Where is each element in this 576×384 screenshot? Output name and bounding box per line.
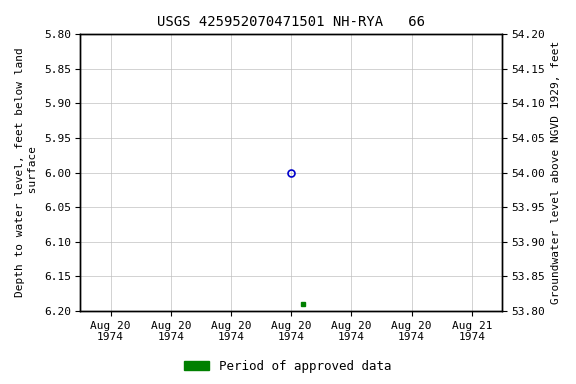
Y-axis label: Depth to water level, feet below land
 surface: Depth to water level, feet below land su… bbox=[15, 48, 38, 298]
Legend: Period of approved data: Period of approved data bbox=[179, 355, 397, 378]
Title: USGS 425952070471501 NH-RYA   66: USGS 425952070471501 NH-RYA 66 bbox=[157, 15, 425, 29]
Y-axis label: Groundwater level above NGVD 1929, feet: Groundwater level above NGVD 1929, feet bbox=[551, 41, 561, 304]
